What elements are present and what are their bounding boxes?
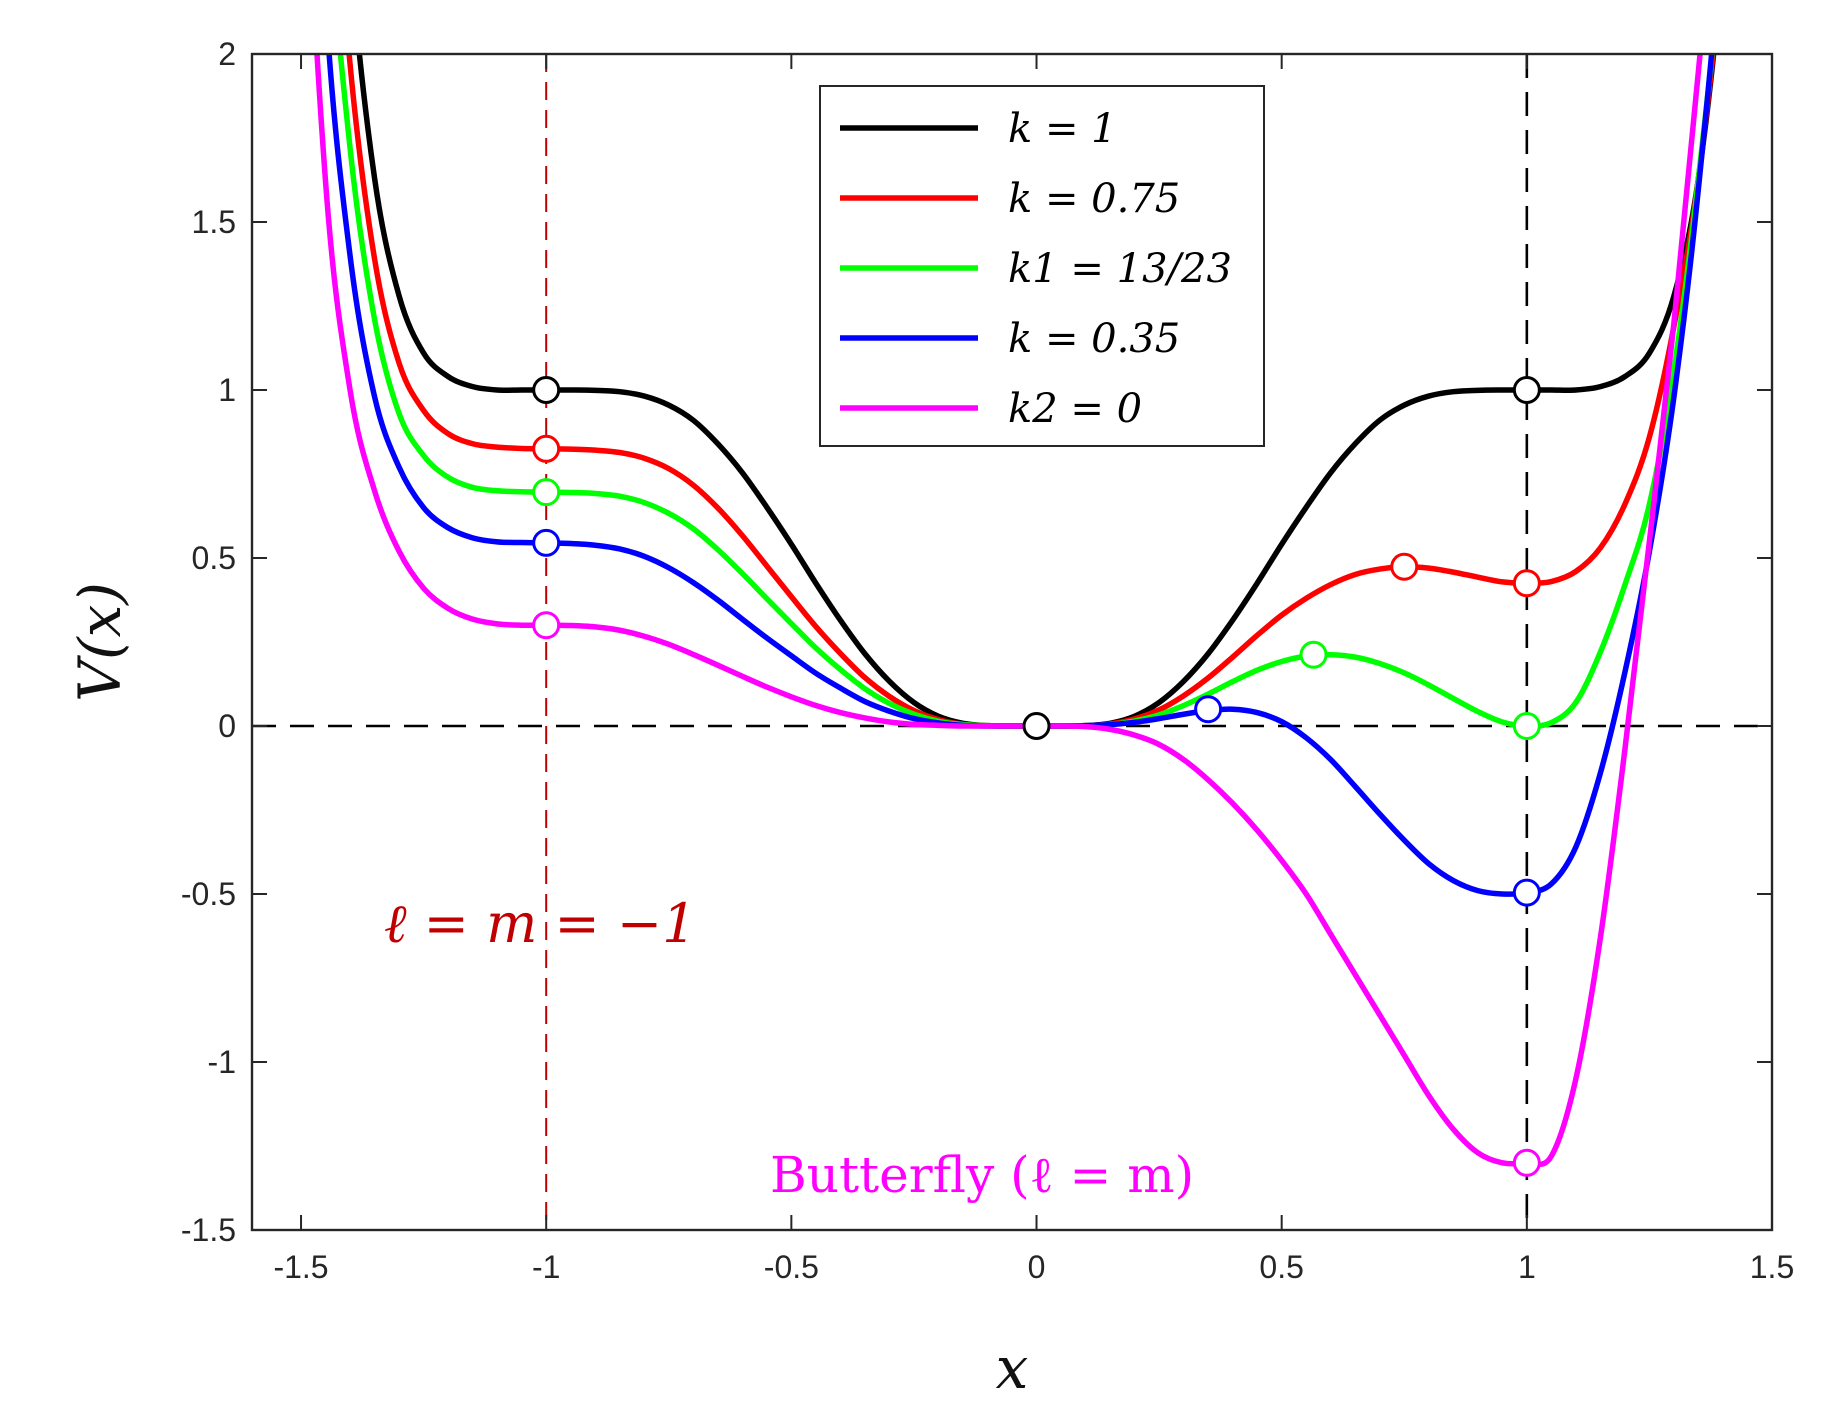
y-tick-label-1: -1 xyxy=(208,1044,236,1080)
critical-point-marker-6 xyxy=(532,478,561,507)
critical-point-marker-5 xyxy=(1512,569,1541,598)
critical-point-marker-3 xyxy=(532,434,561,463)
y-tick-label-0: -1.5 xyxy=(181,1212,236,1248)
x-axis-label: x xyxy=(996,1334,1029,1402)
x-tick-label-4: 0.5 xyxy=(1259,1249,1303,1285)
critical-point-marker-8 xyxy=(1512,712,1541,740)
legend-label-k2-0: k2 = 0 xyxy=(1008,386,1142,432)
x-tick-label-1: -1 xyxy=(532,1249,560,1285)
legend-label-k1-13-23: k1 = 13/23 xyxy=(1008,246,1232,292)
critical-point-marker-12 xyxy=(532,611,561,640)
legend-label-k-0-75: k = 0.75 xyxy=(1008,176,1180,222)
y-axis-label: V(x) xyxy=(66,582,134,702)
y-tick-label-2: -0.5 xyxy=(181,876,236,912)
critical-point-marker-10 xyxy=(1194,695,1223,724)
x-tick-label-0: -1.5 xyxy=(273,1249,328,1285)
x-tick-label-3: 0 xyxy=(1028,1249,1046,1285)
critical-point-marker-0 xyxy=(532,376,561,404)
critical-point-marker-7 xyxy=(1299,640,1328,669)
critical-point-marker-1 xyxy=(1512,376,1541,404)
critical-point-marker-9 xyxy=(532,528,561,557)
y-tick-label-3: 0 xyxy=(218,708,236,744)
series-line-k2-0 xyxy=(314,54,1703,1168)
y-tick-label-5: 1 xyxy=(218,372,236,408)
legend: k = 1 k = 0.75 k1 = 13/23 k = 0.35 k2 = 0 xyxy=(819,85,1265,447)
critical-point-marker-4 xyxy=(1390,552,1419,581)
y-tick-label-7: 2 xyxy=(218,36,236,72)
critical-point-marker-11 xyxy=(1512,878,1541,907)
y-tick-label-4: 0.5 xyxy=(192,540,236,576)
x-tick-label-6: 1.5 xyxy=(1750,1249,1794,1285)
legend-label-k-0-35: k = 0.35 xyxy=(1008,316,1180,362)
critical-point-marker-2 xyxy=(1022,712,1051,740)
annotation-l-equals-m: ℓ = m = −1 xyxy=(384,892,696,955)
legend-label-k-1: k = 1 xyxy=(1008,106,1117,152)
axes-box xyxy=(250,52,1774,1232)
y-tick-label-6: 1.5 xyxy=(192,204,236,240)
x-tick-label-2: -0.5 xyxy=(764,1249,819,1285)
annotation-butterfly: Butterfly (ℓ = m) xyxy=(770,1146,1194,1204)
critical-point-marker-13 xyxy=(1512,1148,1541,1177)
x-tick-label-5: 1 xyxy=(1518,1249,1536,1285)
